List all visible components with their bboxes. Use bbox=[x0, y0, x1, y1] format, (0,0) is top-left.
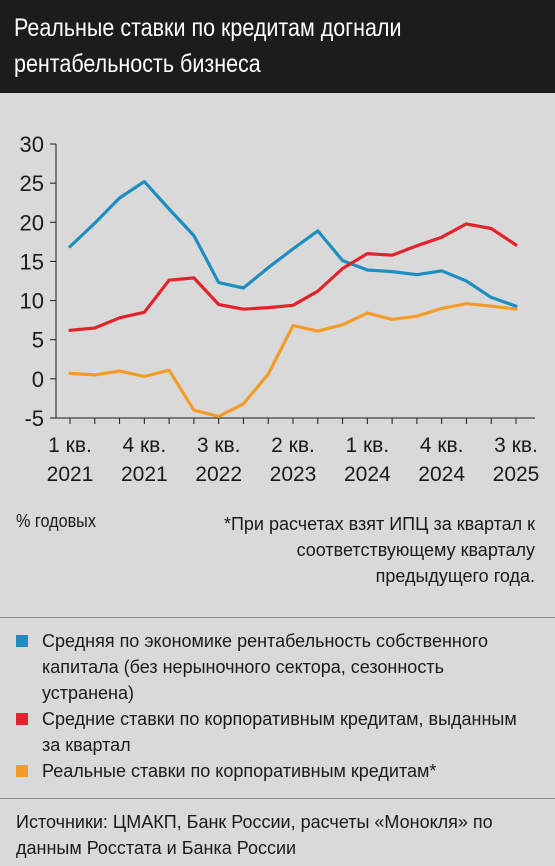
x-tick-label: 2024 bbox=[344, 463, 391, 486]
y-tick-label: -5 bbox=[24, 406, 44, 431]
x-tick-label: 1 кв. bbox=[48, 434, 92, 457]
legend-label: Средняя по экономике рентабельность собс… bbox=[42, 631, 489, 703]
legend-item-roe: Средняя по экономике рентабельность собс… bbox=[16, 628, 536, 706]
divider bbox=[0, 798, 555, 799]
x-tick-label: 4 кв. bbox=[420, 434, 464, 457]
x-tick-label: 2022 bbox=[195, 463, 242, 486]
divider bbox=[0, 617, 555, 618]
x-tick-label: 2 кв. bbox=[271, 434, 315, 457]
x-tick-label: 2021 bbox=[121, 463, 168, 486]
title-bar: Реальные ставки по кредитам догнали рент… bbox=[0, 0, 555, 93]
footnote: *При расчетах взят ИПЦ за квартал к соот… bbox=[223, 514, 535, 586]
legend-swatch-blue bbox=[16, 635, 28, 647]
legend-swatch-orange bbox=[16, 765, 28, 777]
x-tick-label: 3 кв. bbox=[197, 434, 241, 457]
legend: Средняя по экономике рентабельность собс… bbox=[16, 628, 536, 784]
y-tick-label: 25 bbox=[20, 171, 44, 196]
units-label: % годовых bbox=[16, 511, 96, 531]
y-tick-label: 15 bbox=[20, 249, 44, 274]
series-line-2 bbox=[68, 302, 518, 418]
series-lines bbox=[68, 179, 518, 418]
x-tick-label: 4 кв. bbox=[122, 434, 166, 457]
series-line-0 bbox=[68, 179, 518, 308]
chart-axes bbox=[55, 144, 535, 419]
y-tick-label: 0 bbox=[32, 367, 44, 392]
x-axis-ticks: 1 кв. 2021 4 кв. 2021 3 кв. 2022 2 кв. 2023 1 кв… bbox=[47, 418, 540, 486]
y-axis-ticks: 30 25 20 15 10 5 0 -5 bbox=[20, 132, 56, 431]
x-tick-label: 2025 bbox=[493, 463, 540, 486]
chart-title: Реальные ставки по кредитам догнали рент… bbox=[14, 14, 402, 78]
x-tick-label: 1 кв. bbox=[345, 434, 389, 457]
legend-label: Средние ставки по корпоративным кредитам… bbox=[42, 709, 517, 755]
legend-swatch-red bbox=[16, 713, 28, 725]
y-tick-label: 5 bbox=[32, 328, 44, 353]
y-tick-label: 20 bbox=[20, 210, 44, 235]
x-tick-label: 2023 bbox=[270, 463, 317, 486]
x-tick-label: 2024 bbox=[418, 463, 465, 486]
legend-item-rates: Средние ставки по корпоративным кредитам… bbox=[16, 706, 536, 758]
series-line-1 bbox=[68, 222, 518, 332]
legend-item-real-rates: Реальные ставки по корпоративным кредита… bbox=[16, 758, 536, 784]
legend-label: Реальные ставки по корпоративным кредита… bbox=[42, 761, 437, 781]
x-tick-label: 3 кв. bbox=[494, 434, 538, 457]
line-chart: 30 25 20 15 10 5 0 -5 1 кв. 2021 4 кв. 2021 3 кв. 20… bbox=[20, 132, 540, 486]
x-tick-label: 2021 bbox=[47, 463, 94, 486]
y-tick-label: 30 bbox=[20, 132, 44, 157]
y-tick-label: 10 bbox=[20, 289, 44, 314]
source-note: Источники: ЦМАКП, Банк России, расчеты «… bbox=[16, 812, 493, 858]
